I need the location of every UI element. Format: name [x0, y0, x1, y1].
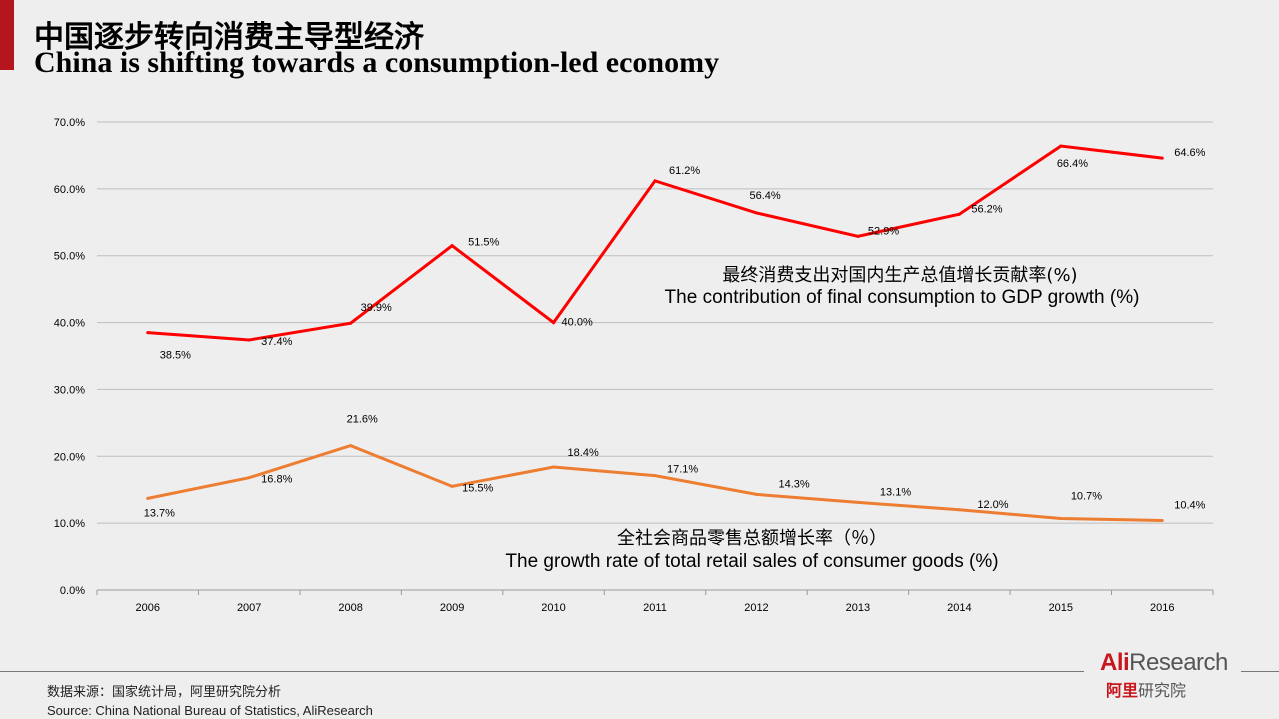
divider — [1241, 671, 1279, 672]
data-label: 51.5% — [468, 237, 499, 249]
y-tick-label: 10.0% — [54, 518, 85, 530]
data-label: 61.2% — [669, 165, 700, 177]
data-point — [552, 321, 556, 325]
data-point — [856, 500, 860, 504]
x-tick-label: 2008 — [338, 602, 362, 614]
title-en: China is shifting towards a consumption-… — [34, 46, 720, 79]
data-label: 52.9% — [868, 225, 899, 237]
data-label: 40.0% — [562, 317, 593, 329]
data-label: 14.3% — [778, 478, 809, 490]
series-line-2 — [147, 443, 1163, 522]
x-tick-label: 2013 — [846, 602, 870, 614]
x-tick-label: 2006 — [135, 602, 159, 614]
data-label: 64.6% — [1174, 147, 1205, 159]
aliresearch-logo: AliResearch 阿里研究院 — [1100, 649, 1228, 700]
data-label: 17.1% — [667, 464, 698, 476]
x-tick-label: 2015 — [1049, 602, 1073, 614]
data-point — [1059, 516, 1063, 520]
y-tick-label: 40.0% — [54, 318, 85, 330]
data-label: 10.4% — [1174, 499, 1205, 511]
data-label: 13.7% — [144, 507, 175, 519]
data-point — [1059, 144, 1063, 148]
x-tick-label: 2007 — [237, 602, 261, 614]
data-label: 10.7% — [1071, 490, 1102, 502]
data-point — [957, 508, 961, 512]
x-tick-label: 2011 — [643, 602, 667, 614]
x-tick-label: 2014 — [947, 602, 971, 614]
data-point — [450, 484, 454, 488]
data-label: 16.8% — [261, 474, 292, 486]
source-cn: 数据来源：国家统计局，阿里研究院分析 — [47, 684, 282, 699]
x-tick-label: 2009 — [440, 602, 464, 614]
title-cn: 中国逐步转向消费主导型经济 — [34, 20, 424, 55]
data-label: 37.4% — [261, 336, 292, 348]
data-point — [653, 474, 657, 478]
data-point — [349, 444, 353, 448]
x-tick-label: 2016 — [1150, 602, 1174, 614]
accent-bar — [0, 0, 14, 70]
data-label: 39.9% — [361, 302, 392, 314]
series-annotation-en: The contribution of final consumption to… — [665, 287, 1140, 308]
y-tick-label: 60.0% — [54, 184, 85, 196]
y-tick-label: 20.0% — [54, 451, 85, 463]
x-tick-label: 2010 — [541, 602, 565, 614]
data-label: 38.5% — [160, 350, 191, 362]
data-label: 15.5% — [462, 482, 493, 494]
series-annotation-cn: 全社会商品零售总额增长率（％） — [617, 528, 887, 549]
y-tick-label: 0.0% — [60, 585, 85, 597]
series-line-1 — [147, 144, 1163, 342]
series-annotation-cn: 最终消费支出对国内生产总值增长贡献率(%) — [722, 265, 1077, 286]
data-point — [856, 234, 860, 238]
data-point — [1160, 156, 1164, 160]
data-point — [450, 244, 454, 248]
data-point — [552, 465, 556, 469]
data-point — [247, 476, 251, 480]
data-label: 56.4% — [749, 190, 780, 202]
y-tick-label: 50.0% — [54, 251, 85, 263]
data-point — [146, 496, 150, 500]
data-point — [146, 331, 150, 335]
data-point — [653, 179, 657, 183]
divider — [0, 671, 1084, 672]
y-tick-label: 30.0% — [54, 384, 85, 396]
data-label: 18.4% — [568, 447, 599, 459]
data-label: 13.1% — [880, 486, 911, 498]
y-tick-label: 70.0% — [54, 117, 85, 129]
data-point — [754, 492, 758, 496]
data-label: 56.2% — [971, 203, 1002, 215]
x-tick-label: 2012 — [744, 602, 768, 614]
data-point — [754, 211, 758, 215]
data-point — [957, 212, 961, 216]
data-point — [247, 338, 251, 342]
data-label: 66.4% — [1057, 158, 1088, 170]
data-label: 21.6% — [347, 414, 378, 426]
series-annotation-en: The growth rate of total retail sales of… — [505, 551, 998, 572]
data-label: 12.0% — [977, 499, 1008, 511]
source-en: Source: China National Bureau of Statist… — [47, 703, 373, 718]
data-point — [349, 321, 353, 325]
data-point — [1160, 518, 1164, 522]
